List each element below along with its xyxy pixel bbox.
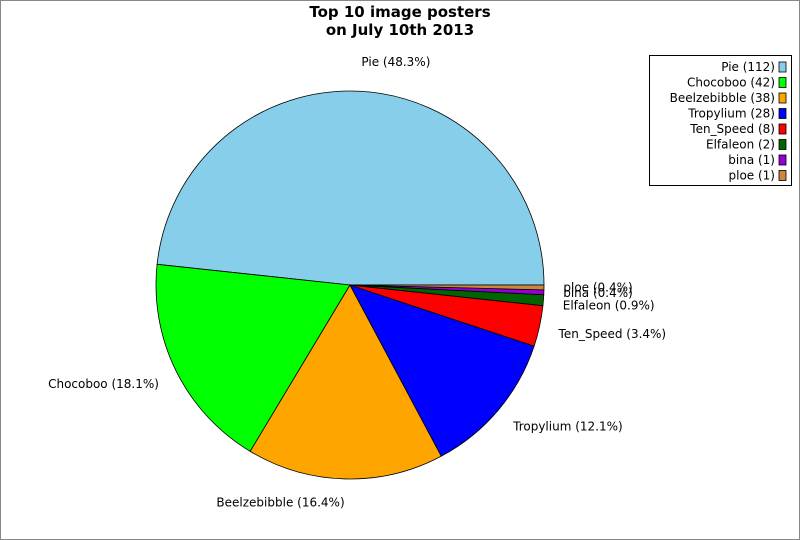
legend-box [649,55,792,186]
slice-label: Ten_Speed (3.4%) [558,327,667,341]
legend-swatch [778,77,787,88]
legend-swatch [778,154,787,166]
legend-swatch [778,61,787,73]
pie-slice [349,284,545,291]
legend-label: Elfaleon (2) [706,138,775,152]
pie-slice [155,263,351,452]
pie-slice [349,284,535,457]
slice-label: Chocoboo (18.1%) [48,377,159,391]
legend-swatch [778,139,787,150]
slice-label: Pie (48.3%) [361,55,430,69]
legend-label: Beelzebibble (38) [670,91,775,105]
slice-label: ploe (0.4%) [563,281,632,295]
legend-label: Pie (112) [721,60,775,74]
legend-swatch [778,123,787,135]
pie-slice [249,284,442,480]
chart-title: Top 10 image posters [309,3,490,21]
slice-label: Beelzebibble (16.4%) [216,495,344,509]
legend-label: bina (1) [728,153,775,167]
legend-swatch [778,92,787,104]
legend-label: ploe (1) [729,169,776,183]
legend-label: Tropylium (28) [687,107,775,121]
legend-label: Ten_Speed (8) [689,122,775,136]
legend-swatch [778,108,787,119]
slice-label: Tropylium (12.1%) [512,420,623,434]
legend-label: Chocoboo (42) [687,76,775,90]
chart-title: on July 10th 2013 [326,21,474,39]
slice-label: Elfaleon (0.9%) [563,299,655,313]
legend-swatch [778,170,787,181]
slice-label: bina (0.4%) [563,286,633,300]
pie-slice [156,90,545,286]
